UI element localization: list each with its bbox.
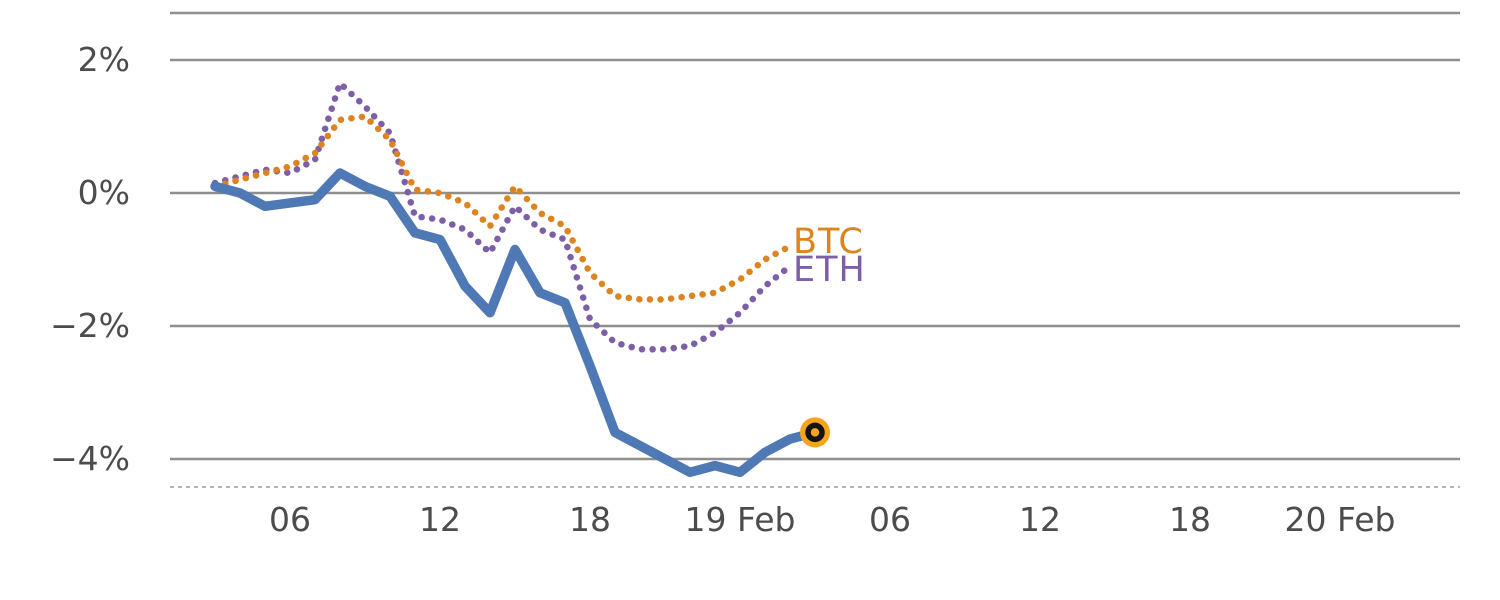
y-axis-tick-label: 0% (77, 173, 130, 212)
eth-series-label: ETH (793, 250, 866, 290)
x-axis-tick-label: 19 Feb (684, 500, 796, 539)
btc-line (211, 113, 794, 303)
x-axis-tick-label: 18 (569, 500, 611, 539)
endpoint-marker-outer (800, 417, 830, 448)
y-axis-tick-label: −4% (49, 439, 130, 478)
endpoint-marker (800, 417, 830, 448)
eth-line (211, 80, 794, 353)
x-axis-tick-label: 06 (269, 500, 311, 539)
x-axis-tick-label: 12 (1019, 500, 1061, 539)
btc-series-label: BTC (793, 222, 864, 262)
x-axis-tick-label: 20 Feb (1284, 500, 1396, 539)
x-axis-tick-label: 06 (869, 500, 911, 539)
series-lines (210, 80, 820, 478)
portfolio-line (210, 168, 820, 478)
y-axis-tick-label: −2% (49, 306, 130, 345)
x-axis-tick-label: 18 (1169, 500, 1211, 539)
x-axis-tick-label: 12 (419, 500, 461, 539)
y-axis-tick-label: 2% (77, 40, 130, 79)
endpoint-marker-ring (805, 422, 825, 443)
